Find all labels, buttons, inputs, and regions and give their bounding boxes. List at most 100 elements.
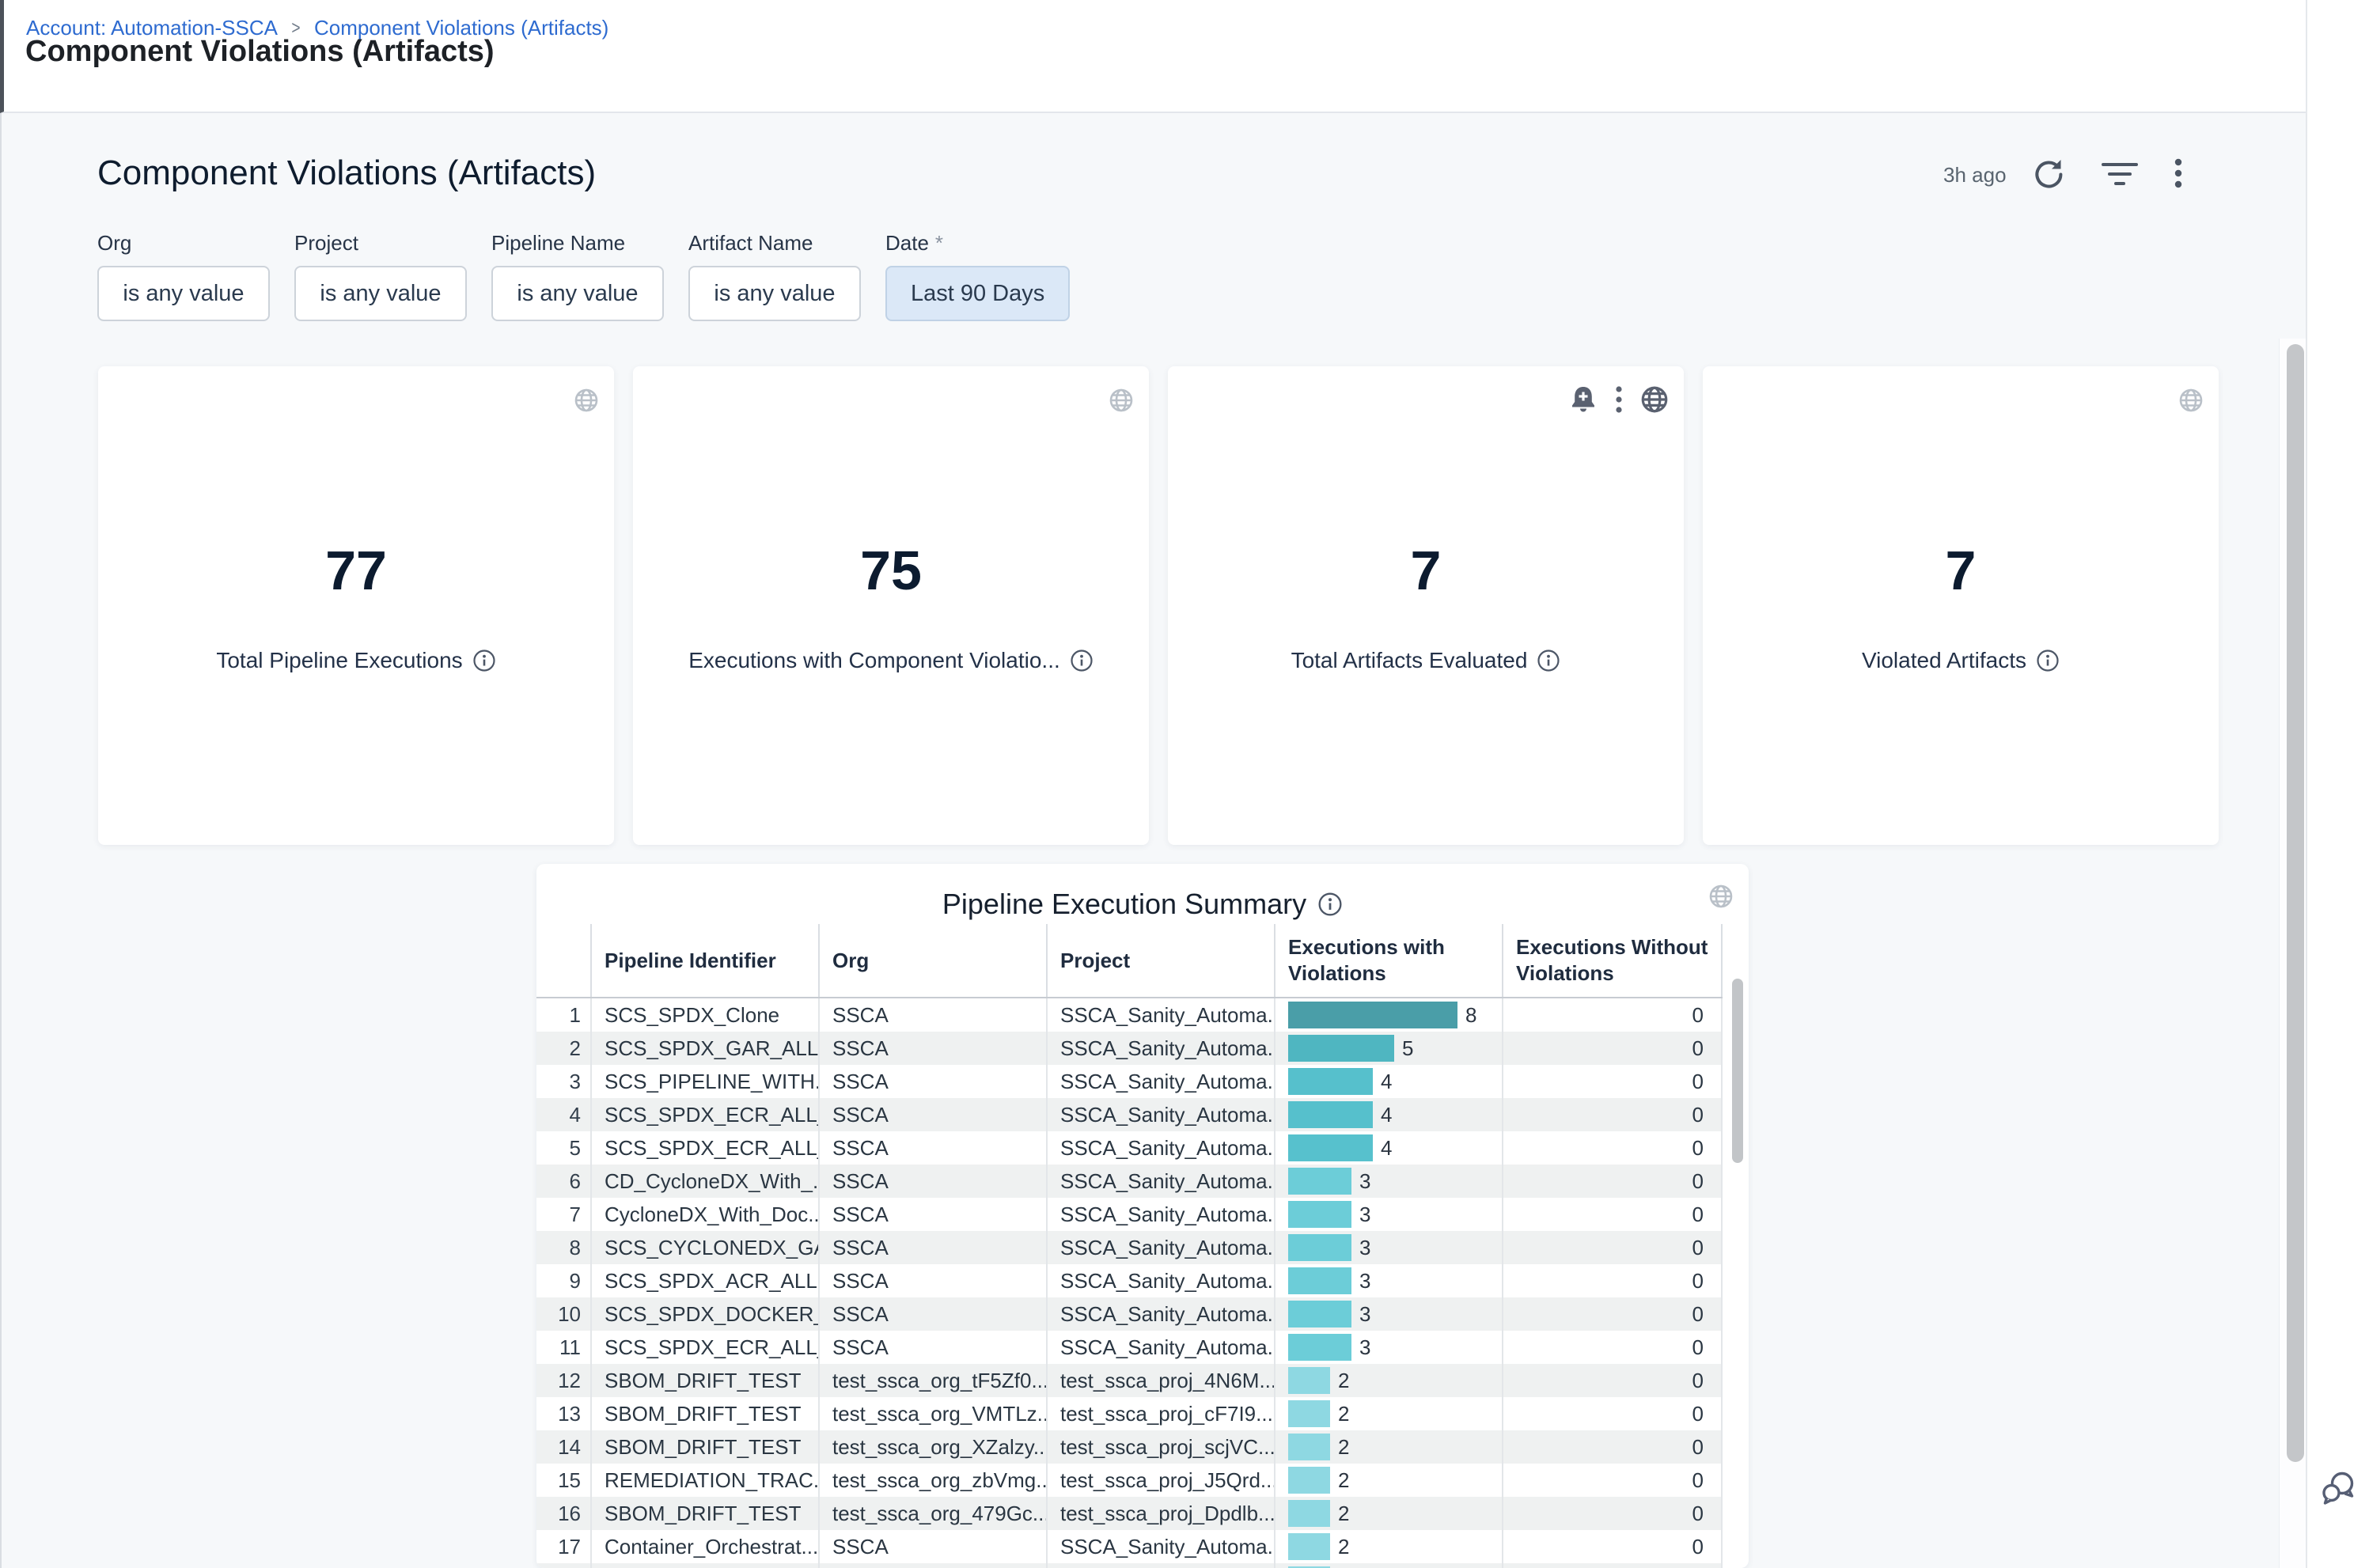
- column-header-executions-with-violations[interactable]: Executions with Violations: [1275, 924, 1503, 997]
- globe-icon[interactable]: [1709, 884, 1733, 908]
- violations-bar: [1288, 1434, 1330, 1460]
- cell-row-number: 10: [536, 1297, 592, 1331]
- cell-executions-with-violations: 2: [1275, 1397, 1503, 1430]
- stat-label: Violated Artifacts: [1861, 648, 2027, 672]
- table-row: 4SCS_SPDX_ECR_ALL_...SSCASSCA_Sanity_Aut…: [536, 1098, 1723, 1131]
- required-asterisk: *: [934, 231, 944, 255]
- column-header-pipeline-identifier[interactable]: Pipeline Identifier: [592, 924, 820, 997]
- stat-value: 75: [860, 540, 922, 601]
- table-row: [536, 1563, 1723, 1568]
- cell-pipeline-identifier: REMEDIATION_TRAC...: [592, 1464, 820, 1497]
- cell-org: SSCA: [820, 1131, 1048, 1165]
- chat-icon[interactable]: [2320, 1470, 2356, 1506]
- globe-icon[interactable]: [1641, 386, 1668, 413]
- filter-group-pipeline-name: Pipeline Name is any value: [491, 231, 664, 321]
- globe-icon[interactable]: [1109, 388, 1133, 412]
- bell-plus-icon[interactable]: [1570, 385, 1597, 414]
- cell-executions-without-violations: 0: [1503, 1497, 1723, 1530]
- violations-bar-value: 2: [1338, 1368, 1350, 1392]
- table-row: 14 SBOM_DRIFT_TEST test_ssca_org_XZalzy...…: [536, 1430, 1723, 1464]
- info-icon[interactable]: [2036, 649, 2060, 672]
- table-row: 6 CD_CycloneDX_With_... SSCA SSCA_Sanity_Au…: [536, 1165, 1723, 1198]
- breadcrumb-account-link[interactable]: Account: Automation-SSCA: [26, 16, 278, 40]
- filter-label: Pipeline Name: [491, 231, 626, 255]
- project-filter-button[interactable]: is any value: [294, 266, 467, 321]
- cell-executions-without-violations: 0: [1503, 1430, 1723, 1464]
- cell-project: SSCA_Sanity_Automa...: [1048, 1165, 1275, 1198]
- cell-executions-with-violations: 3: [1275, 1264, 1503, 1297]
- cell-row-number: 16: [536, 1497, 592, 1530]
- cell-row-number: 9: [536, 1264, 592, 1297]
- stat-card-total-artifacts-evaluated: 7 Total Artifacts Evaluated: [1168, 366, 1684, 845]
- violations-bar: [1288, 1035, 1394, 1062]
- cell-pipeline-identifier: Container_Orchestrat...: [592, 1530, 820, 1563]
- column-header-project[interactable]: Project: [1048, 924, 1275, 997]
- refresh-icon[interactable]: [2032, 157, 2065, 190]
- info-icon[interactable]: [472, 649, 496, 672]
- info-icon[interactable]: [1070, 649, 1094, 672]
- violations-bar-value: 4: [1381, 1135, 1393, 1160]
- cell-project: SSCA_Sanity_Automa...: [1048, 1032, 1275, 1065]
- cell-project: SSCA_Sanity_Automa...: [1048, 998, 1275, 1032]
- cell-row-number: 17: [536, 1530, 592, 1563]
- cell-pipeline-identifier: SCS_SPDX_ECR_ALL_...: [592, 1098, 820, 1131]
- violations-bar-value: 2: [1338, 1434, 1350, 1459]
- kebab-menu-icon[interactable]: [1616, 386, 1622, 413]
- cell-project: SSCA_Sanity_Automa...: [1048, 1231, 1275, 1264]
- table-scrollbar-thumb[interactable]: [1732, 979, 1743, 1163]
- column-header-org[interactable]: Org: [820, 924, 1048, 997]
- cell-project: test_ssca_proj_4N6M...: [1048, 1364, 1275, 1397]
- cell-org: test_ssca_org_XZalzy...: [820, 1430, 1048, 1464]
- info-icon[interactable]: [1317, 892, 1343, 917]
- artifact-name-filter-button[interactable]: is any value: [688, 266, 861, 321]
- cell-org: SSCA: [820, 1198, 1048, 1231]
- cell-executions-with-violations: 3: [1275, 1331, 1503, 1364]
- column-header-row-number: [536, 924, 592, 997]
- column-header-executions-without-violations[interactable]: Executions Without Violations: [1503, 924, 1723, 997]
- breadcrumb-current-link[interactable]: Component Violations (Artifacts): [313, 16, 609, 40]
- globe-icon[interactable]: [2179, 388, 2203, 412]
- cell-executions-without-violations: 0: [1503, 1165, 1723, 1198]
- cell-project: test_ssca_proj_cF7I9...: [1048, 1397, 1275, 1430]
- globe-icon[interactable]: [574, 388, 598, 412]
- cell-project: SSCA_Sanity_Automa...: [1048, 1297, 1275, 1331]
- stat-value: 7: [1410, 540, 1442, 601]
- table-body: 1 SCS_SPDX_Clone SSCA SSCA_Sanity_Automa...…: [536, 998, 1723, 1568]
- stat-card-executions-with-component-violations: 75 Executions with Component Violatio...: [633, 366, 1149, 845]
- pipeline-execution-summary-card: Pipeline Execution Summary Pipeline Iden…: [536, 864, 1749, 1568]
- org-filter-button[interactable]: is any value: [97, 266, 270, 321]
- cell-org: SSCA: [820, 1264, 1048, 1297]
- violations-bar: [1288, 1068, 1373, 1095]
- cell-org: SSCA: [820, 1297, 1048, 1331]
- cell-row-number: 11: [536, 1331, 592, 1364]
- cell-executions-with-violations: 5: [1275, 1032, 1503, 1065]
- stat-value: 7: [1945, 540, 1977, 601]
- cell-executions-with-violations: 3: [1275, 1231, 1503, 1264]
- violations-bar-value: 3: [1359, 1235, 1371, 1259]
- table-header-row: Pipeline Identifier Org Project Executio…: [536, 924, 1723, 998]
- pipeline-name-filter-button[interactable]: is any value: [491, 266, 664, 321]
- date-filter-button[interactable]: Last 90 Days: [885, 266, 1071, 321]
- cell-project: SSCA_Sanity_Automa...: [1048, 1264, 1275, 1297]
- cell-executions-without-violations: 0: [1503, 1131, 1723, 1165]
- stat-cards-row: 77 Total Pipeline Executions: [98, 366, 2219, 845]
- cell-executions-without-violations: 0: [1503, 1098, 1723, 1131]
- violations-bar-value: 3: [1359, 1168, 1371, 1193]
- violations-bar: [1288, 1201, 1351, 1228]
- stat-label: Executions with Component Violatio...: [688, 648, 1060, 672]
- page-scrollbar-thumb[interactable]: [2287, 344, 2304, 1462]
- cell-row-number: 1: [536, 998, 592, 1032]
- table-row: 7 CycloneDX_With_Doc... SSCA SSCA_Sanity_Au…: [536, 1198, 1723, 1231]
- last-refreshed-label: 3h ago: [1943, 163, 2007, 187]
- cell-executions-with-violations: 2: [1275, 1464, 1503, 1497]
- violations-bar: [1288, 1367, 1330, 1394]
- info-icon[interactable]: [1537, 649, 1560, 672]
- cell-row-number: 13: [536, 1397, 592, 1430]
- violations-bar: [1288, 1101, 1373, 1128]
- cell-pipeline-identifier: SCS_SPDX_DOCKER_...: [592, 1297, 820, 1331]
- kebab-menu-icon[interactable]: [2174, 158, 2182, 190]
- cell-pipeline-identifier: SCS_SPDX_ECR_ALL_...: [592, 1331, 820, 1364]
- cell-org: SSCA: [820, 1032, 1048, 1065]
- filter-icon[interactable]: [2102, 163, 2138, 185]
- cell-project: SSCA_Sanity_Automa...: [1048, 1098, 1275, 1131]
